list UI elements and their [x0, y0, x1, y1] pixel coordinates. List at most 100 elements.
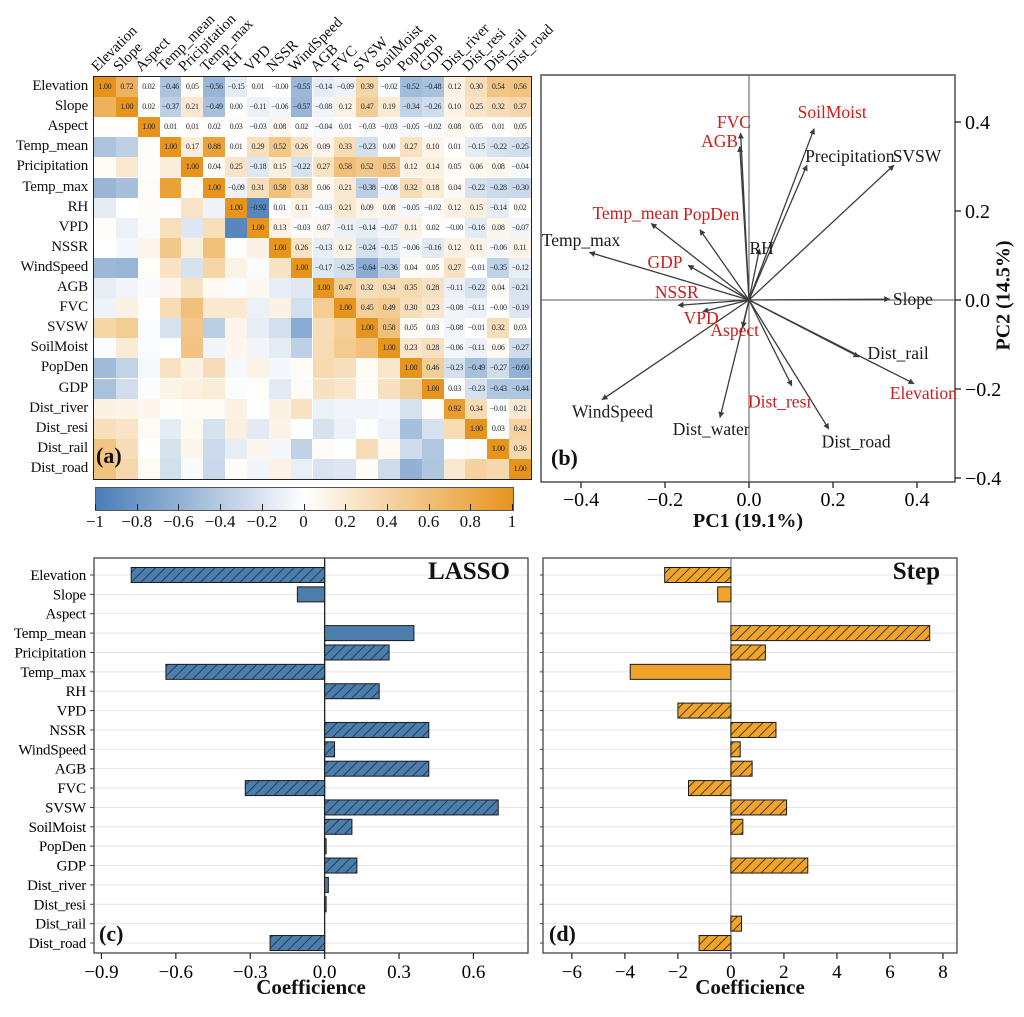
heatmap-cell: 0.32 — [487, 318, 510, 339]
y-tick-label: 0.2 — [965, 201, 990, 223]
biplot-arrow-VPD — [702, 299, 750, 314]
heatmap-cell — [115, 318, 138, 339]
bar-PopDen — [324, 838, 327, 855]
biplot-label-Precipitation: Precipitation — [805, 146, 895, 166]
category-label: Dist_rail — [35, 917, 86, 933]
bar-NSSR — [730, 721, 777, 738]
step-bar-chart: −6 −4 −2 0 2 4 6 8 — [540, 557, 958, 983]
biplot-label-WindSpeed: WindSpeed — [572, 401, 653, 421]
heatmap-cell — [159, 157, 182, 178]
heatmap-cell: 0.46 — [421, 358, 444, 379]
heatmap-cell — [312, 458, 335, 479]
heatmap-cell: 0.01 — [268, 197, 291, 218]
heatmap-cell: −0.03 — [290, 217, 313, 238]
category-label: Aspect — [46, 607, 87, 623]
heatmap-cell: 0.07 — [312, 217, 335, 238]
category-label: Slope — [53, 587, 87, 603]
heatmap-cell: 0.17 — [181, 137, 204, 158]
heatmap-cell: 0.02 — [509, 197, 531, 218]
heatmap-cell — [356, 418, 379, 439]
heatmap-cell: −0.03 — [356, 117, 379, 138]
heatmap-cell: 0.11 — [509, 237, 531, 258]
bar-WindSpeed — [324, 741, 336, 758]
heatmap-cell: −0.15 — [225, 77, 247, 98]
heatmap-cell — [246, 338, 269, 359]
heatmap-cell: −0.11 — [465, 298, 488, 319]
bar-Pricipitation — [324, 644, 390, 661]
step-title: Step — [892, 558, 940, 585]
colorbar-tick — [386, 504, 388, 510]
category-label: GDP — [57, 859, 86, 875]
heatmap-cell — [290, 298, 313, 319]
heatmap-cell — [115, 418, 138, 439]
heatmap-cell: 0.47 — [356, 97, 379, 118]
heatmap-cell: 0.47 — [334, 278, 357, 299]
biplot-label-Temp_max: Temp_max — [542, 230, 621, 250]
biplot-arrow-SoilMoist — [748, 128, 815, 301]
heatmap-cell — [487, 458, 510, 479]
bar-NSSR — [324, 721, 430, 738]
colorbar-tick-label: −0.2 — [246, 512, 278, 531]
heatmap-cell: 0.42 — [509, 418, 531, 439]
heatmap-cell — [203, 237, 226, 258]
category-label: VPD — [57, 704, 87, 720]
heatmap-cell — [203, 217, 226, 238]
heatmap-cell — [94, 458, 116, 479]
y-tick-label: 0.0 — [965, 290, 990, 312]
category-label: Temp_max — [20, 665, 86, 681]
heatmap-cell: 0.21 — [509, 398, 531, 419]
y-tick-label: 0.4 — [965, 112, 990, 134]
heatmap-cell — [421, 438, 444, 459]
biplot-label-Aspect: Aspect — [710, 320, 759, 340]
heatmap-cell: 0.26 — [290, 237, 313, 258]
heatmap-cell — [268, 418, 291, 439]
heatmap-cell — [94, 418, 116, 439]
heatmap-cell — [399, 458, 422, 479]
x-tick-label: 0.2 — [821, 489, 846, 511]
heatmap-row-label: Temp_max — [22, 178, 88, 195]
heatmap-cell — [159, 237, 182, 258]
bar-Dist_road — [269, 935, 326, 952]
heatmap-cell: 1.00 — [334, 298, 357, 319]
heatmap-cell — [94, 117, 116, 138]
heatmap-cell: −0.60 — [509, 358, 531, 379]
heatmap-cell — [203, 438, 226, 459]
bar-Elevation — [130, 567, 326, 583]
heatmap-cell — [225, 398, 247, 419]
heatmap-cell: 0.13 — [268, 217, 291, 238]
x-tick-label: 2 — [779, 962, 789, 983]
heatmap-cell: −0.06 — [399, 237, 422, 258]
heatmap-cell — [356, 338, 379, 359]
heatmap-cell — [203, 298, 226, 319]
biplot-label-Temp_mean: Temp_mean — [592, 203, 678, 223]
heatmap-cell: −0.06 — [443, 338, 466, 359]
heatmap-cell: −0.55 — [290, 77, 313, 98]
heatmap-cell: −0.23 — [356, 137, 379, 158]
heatmap-cell — [246, 257, 269, 278]
heatmap-cell: −0.23 — [443, 358, 466, 379]
heatmap-row-label: Dist_resi — [35, 419, 89, 436]
biplot-label-AGB: AGB — [701, 131, 738, 151]
colorbar-tick — [428, 504, 430, 510]
bar-Temp_max — [165, 663, 326, 680]
heatmap-row-label: Dist_rail — [37, 439, 88, 456]
heatmap-cell: −0.34 — [399, 97, 422, 118]
category-label: NSSR — [49, 723, 86, 739]
heatmap-cell: −0.08 — [443, 298, 466, 319]
heatmap-cell: 0.11 — [399, 217, 422, 238]
heatmap-cell: 0.10 — [421, 137, 444, 158]
heatmap-cell: −0.22 — [487, 137, 510, 158]
heatmap-cell: −0.22 — [290, 157, 313, 178]
heatmap-cell — [334, 418, 357, 439]
heatmap-row-label: PopDen — [40, 359, 88, 376]
category-label: Pricipitation — [14, 645, 86, 661]
heatmap-cell: 1.00 — [94, 77, 116, 98]
heatmap-cell — [203, 418, 226, 439]
heatmap-cell — [115, 217, 138, 238]
bar-Temp_max — [629, 663, 732, 680]
heatmap-cell: 0.55 — [378, 157, 400, 178]
x-tick-label: −6 — [562, 962, 582, 983]
heatmap-cell: −0.15 — [378, 237, 400, 258]
heatmap-cell — [203, 278, 226, 299]
heatmap-cell — [399, 378, 422, 399]
